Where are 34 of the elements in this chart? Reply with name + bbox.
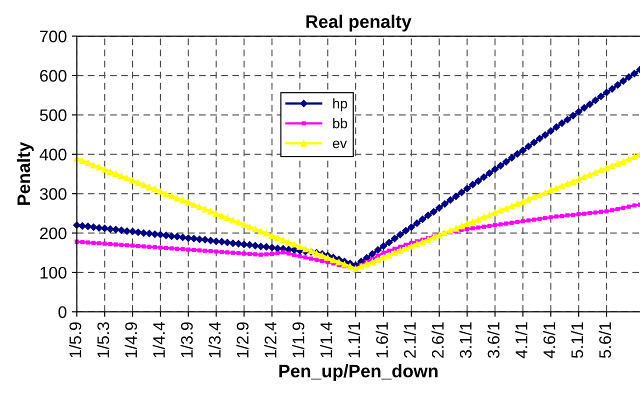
legend-label: hp (333, 98, 348, 112)
x-tick-label: 5.1/1 (570, 322, 584, 358)
x-tick-label: 5.6/1 (598, 322, 612, 358)
x-axis-title: Pen_up/Pen_down (279, 364, 438, 381)
x-tick-label: 1.6/1 (376, 322, 388, 358)
x-tick-label: 3.6/1 (487, 322, 500, 358)
x-tick-label: 1/1.4 (320, 322, 332, 358)
x-tick-label: 1/2.4 (264, 322, 276, 358)
y-tick-label: 300 (40, 188, 66, 200)
x-tick-label: 3.1/1 (459, 322, 472, 358)
x-tick-label: 1/1.9 (292, 322, 304, 358)
x-tick-label: 2.1/1 (404, 322, 416, 358)
x-tick-label: 1/3.4 (208, 322, 221, 358)
y-tick-label: 400 (40, 148, 66, 160)
x-tick-label: 4.6/1 (543, 322, 556, 358)
legend-label: bb (333, 118, 348, 128)
x-tick-label: 1/2.9 (236, 322, 249, 358)
y-tick-label: 200 (40, 227, 66, 240)
y-tick-label: 100 (40, 266, 66, 279)
x-tick-label: 2.6/1 (431, 322, 444, 358)
y-tick-label: 500 (40, 109, 66, 122)
x-tick-label: 4.1/1 (515, 322, 528, 358)
chart-title: Real penalty (306, 14, 412, 32)
x-tick-label: 1/5.3 (96, 322, 110, 358)
y-tick-label: 700 (40, 30, 66, 42)
legend-label: ev (332, 140, 347, 148)
y-tick-label: 0 (58, 306, 66, 318)
y-axis-title: Penalty (16, 142, 34, 205)
x-tick-label: 1/4.9 (124, 322, 138, 358)
x-tick-label: 1/4.4 (152, 322, 165, 358)
y-tick-label: 600 (40, 70, 66, 82)
x-tick-label: 1/3.9 (180, 322, 193, 358)
x-tick-label: 1/5.9 (69, 322, 82, 358)
x-tick-label: 1.1/1 (348, 322, 360, 358)
